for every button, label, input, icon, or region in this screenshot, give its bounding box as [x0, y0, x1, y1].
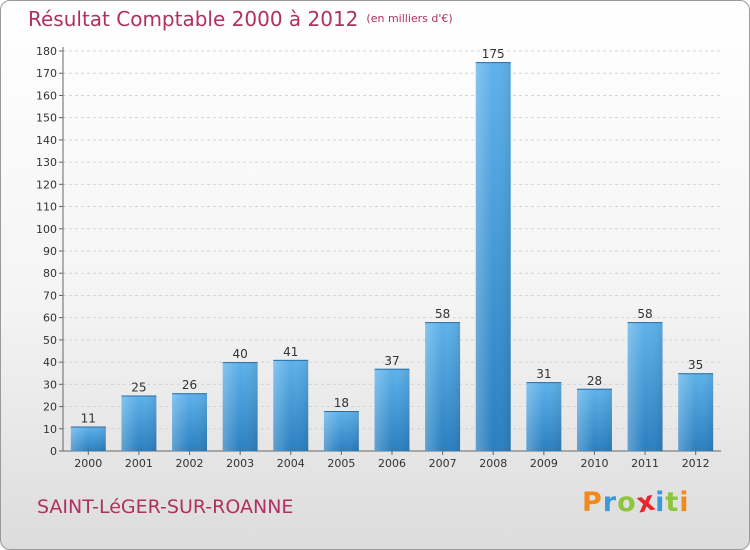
- y-tick-label: 150: [36, 112, 57, 125]
- data-label-2007: 58: [435, 307, 450, 321]
- y-tick-label: 60: [43, 312, 57, 325]
- x-tick-label-2009: 2009: [530, 457, 558, 470]
- x-tick-label-2005: 2005: [327, 457, 355, 470]
- logo-letter: t: [665, 487, 680, 518]
- data-label-2010: 28: [587, 374, 602, 388]
- x-tick-label-2002: 2002: [176, 457, 204, 470]
- y-tick-label: 110: [36, 201, 57, 214]
- location-name: SAINT-LéGER-SUR-ROANNE: [37, 496, 294, 518]
- y-tick-label: 100: [36, 223, 57, 236]
- data-label-2001: 25: [131, 380, 146, 394]
- y-tick-label: 40: [43, 356, 57, 369]
- x-tick-label-2006: 2006: [378, 457, 406, 470]
- y-tick-label: 180: [36, 45, 57, 58]
- bar-shade-2009: [526, 382, 562, 451]
- x-tick-label-2003: 2003: [226, 457, 254, 470]
- data-label-2005: 18: [334, 396, 349, 410]
- data-label-2002: 26: [182, 378, 197, 392]
- x-tick-label-2001: 2001: [125, 457, 153, 470]
- data-label-2003: 40: [233, 347, 248, 361]
- x-tick-label-2010: 2010: [580, 457, 608, 470]
- data-label-2004: 41: [283, 345, 298, 359]
- y-tick-label: 10: [43, 423, 57, 436]
- y-tick-label: 120: [36, 178, 57, 191]
- x-tick-label-2007: 2007: [429, 457, 457, 470]
- y-tick-label: 160: [36, 89, 57, 102]
- y-tick-label: 80: [43, 267, 57, 280]
- labels: 0 10 20 30 40 50 60 70 80 90 100 110 120 130 140 150 160…: [36, 45, 710, 470]
- y-tick-label: 30: [43, 378, 57, 391]
- bar-shade-2008: [475, 62, 511, 451]
- bar-shade-2003: [222, 362, 258, 451]
- bar-shade-2002: [172, 393, 208, 451]
- x-tick-label-2004: 2004: [277, 457, 305, 470]
- bar-shade-2001: [121, 395, 157, 451]
- data-label-2008: 175: [482, 47, 505, 61]
- chart-title-text: Résultat Comptable 2000 à 2012: [28, 7, 359, 31]
- y-tick-label: 170: [36, 67, 57, 80]
- bar-shade-2006: [374, 368, 410, 451]
- proxiti-logo[interactable]: Proxiti: [582, 485, 690, 519]
- y-tick-label: 20: [43, 401, 57, 414]
- logo-letter: i: [655, 487, 666, 518]
- data-label-2000: 11: [81, 412, 96, 426]
- chart-unit: (en milliers d'€): [366, 12, 453, 25]
- bar-shade-2004: [273, 359, 309, 451]
- x-tick-label-2011: 2011: [631, 457, 659, 470]
- y-tick-label: 90: [43, 245, 57, 258]
- bar-shade-2011: [627, 322, 663, 451]
- logo-letter: o: [617, 487, 637, 518]
- x-tick-label-2012: 2012: [682, 457, 710, 470]
- y-tick-label: 0: [50, 445, 57, 458]
- y-tick-label: 130: [36, 156, 57, 169]
- chart-title: Résultat Comptable 2000 à 2012 (en millie…: [28, 7, 453, 31]
- data-label-2009: 31: [536, 367, 551, 381]
- bar-shade-2007: [425, 322, 461, 451]
- x-tick-label-2008: 2008: [479, 457, 507, 470]
- bar-shade-2000: [70, 426, 106, 451]
- logo-letter: P: [582, 487, 603, 518]
- logo-letter: r: [602, 487, 618, 518]
- y-tick-label: 140: [36, 134, 57, 147]
- y-tick-label: 70: [43, 289, 57, 302]
- bar-shade-2010: [576, 388, 612, 451]
- data-label-2011: 58: [637, 307, 652, 321]
- bars: [70, 62, 714, 451]
- y-tick-label: 50: [43, 334, 57, 347]
- x-tick-label-2000: 2000: [74, 457, 102, 470]
- bar-shade-2012: [678, 373, 714, 451]
- bar-shade-2005: [323, 411, 359, 451]
- data-label-2006: 37: [384, 354, 399, 368]
- data-label-2012: 35: [688, 358, 703, 372]
- logo-letter: i: [679, 487, 690, 518]
